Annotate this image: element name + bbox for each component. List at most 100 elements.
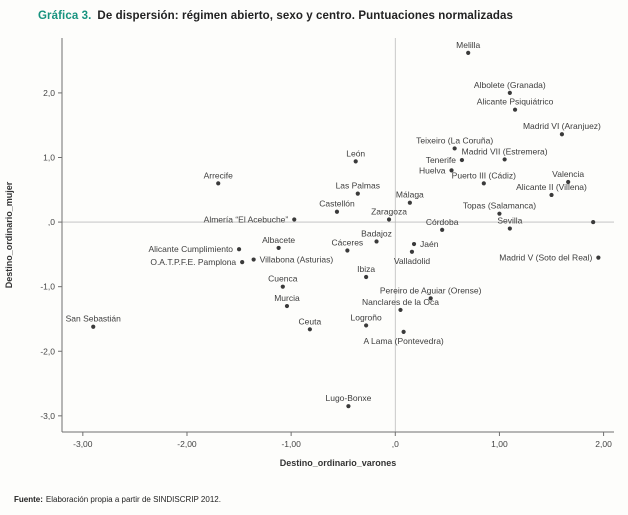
point-label: Ibiza bbox=[357, 264, 375, 274]
data-point bbox=[459, 157, 465, 163]
data-point bbox=[292, 217, 297, 222]
point-label: Valencia bbox=[552, 169, 584, 179]
y-axis-title: Destino_ordinario_mujer bbox=[4, 181, 14, 288]
point-label: Pereiro de Aguiar (Orense) bbox=[380, 285, 482, 295]
x-tick-label: -3,00 bbox=[73, 439, 93, 449]
data-point bbox=[364, 323, 369, 328]
scatter-plot-svg: -3,00 -2,00 -1,00 ,0 1,00 2,00 2,0 1,0 ,0 -1,0 -2,… bbox=[4, 38, 614, 468]
point-label: Zaragoza bbox=[371, 206, 407, 216]
data-point bbox=[276, 245, 281, 251]
point-label: Madrid V (Soto del Real) bbox=[499, 253, 592, 263]
point-label: Murcia bbox=[274, 293, 300, 303]
point-label: Alicante Cumplimiento bbox=[148, 244, 233, 254]
x-axis-title: Destino_ordinario_varones bbox=[280, 458, 397, 468]
point-label: Cuenca bbox=[268, 274, 298, 284]
point-label: Lugo-Bonxe bbox=[325, 393, 371, 403]
data-point bbox=[481, 181, 486, 186]
data-point bbox=[284, 303, 290, 309]
y-tick-label: 2,0 bbox=[43, 88, 55, 98]
data-point bbox=[452, 146, 457, 151]
chart-title-text: De dispersión: régimen abierto, sexo y c… bbox=[97, 10, 513, 22]
data-point bbox=[440, 227, 445, 232]
data-point bbox=[386, 217, 392, 222]
point-label: Sevilla bbox=[497, 216, 522, 226]
y-tick-label: -2,0 bbox=[40, 346, 55, 356]
x-tick-label: 1,00 bbox=[491, 439, 508, 449]
point-label: Albolete (Granada) bbox=[474, 80, 546, 90]
data-point bbox=[398, 307, 403, 313]
data-point bbox=[502, 157, 507, 162]
point-label: Melilla bbox=[456, 40, 480, 50]
point-label: Almería “El Acebuche” bbox=[204, 214, 289, 224]
data-point bbox=[512, 107, 518, 112]
data-point bbox=[559, 132, 565, 137]
point-label: Topas (Salamanca) bbox=[463, 201, 536, 211]
data-point bbox=[428, 296, 433, 301]
point-label: Huelva bbox=[419, 165, 446, 175]
y-tick-label: -1,0 bbox=[40, 282, 55, 292]
point-label: Ceuta bbox=[299, 316, 322, 326]
point-label: A Lama (Pontevedra) bbox=[363, 336, 443, 346]
data-point bbox=[507, 90, 512, 96]
data-point bbox=[240, 260, 245, 265]
point-label: Cáceres bbox=[332, 238, 364, 248]
point-label: Logroño bbox=[351, 312, 382, 322]
source-note-text: Elaboración propia a partir de SINDISCRI… bbox=[45, 495, 221, 504]
data-point bbox=[91, 324, 96, 329]
point-label: Málaga bbox=[396, 190, 424, 200]
data-point bbox=[596, 255, 601, 260]
chart-title: Gráfica 3. De dispersión: régimen abierto… bbox=[38, 10, 628, 22]
point-label: Arrecife bbox=[204, 170, 234, 180]
data-point bbox=[549, 192, 554, 198]
y-tick-label: -3,0 bbox=[40, 411, 55, 421]
y-tick-label: 1,0 bbox=[43, 152, 55, 162]
point-label: Albacete bbox=[262, 235, 295, 245]
data-point bbox=[280, 284, 285, 289]
point-label: Valladolid bbox=[394, 256, 431, 266]
data-point bbox=[374, 239, 379, 244]
point-label: Jaén bbox=[420, 239, 439, 249]
data-point bbox=[251, 257, 256, 262]
point-label: O.A.T.P.F.E. Pamplona bbox=[150, 257, 236, 267]
data-point bbox=[466, 50, 471, 55]
point-label: Badajoz bbox=[361, 228, 392, 238]
point-label: Alicante Psiquiátrico bbox=[477, 97, 554, 107]
point-label: Madrid VII (Estremera) bbox=[462, 146, 548, 156]
data-point bbox=[449, 168, 454, 173]
data-point bbox=[346, 404, 351, 409]
point-label: Teixeiro (La Coruña) bbox=[416, 135, 493, 145]
data-point bbox=[591, 219, 596, 225]
source-note-prefix: Fuente: bbox=[14, 495, 43, 504]
data-point bbox=[409, 249, 415, 254]
data-point bbox=[407, 200, 412, 205]
scatter-chart: -3,00 -2,00 -1,00 ,0 1,00 2,00 2,0 1,0 ,0 -1,0 -2,… bbox=[0, 24, 628, 481]
data-point bbox=[507, 226, 512, 231]
point-label: Villabona (Asturias) bbox=[260, 255, 334, 265]
point-label: Las Palmas bbox=[336, 181, 380, 191]
source-note: Fuente: Elaboración propia a partir de SI… bbox=[14, 495, 628, 504]
y-tick-label: ,0 bbox=[48, 217, 55, 227]
data-point bbox=[345, 248, 350, 253]
data-point bbox=[411, 241, 417, 247]
data-point bbox=[497, 211, 502, 216]
chart-title-prefix: Gráfica 3. bbox=[38, 10, 92, 22]
data-point bbox=[216, 181, 221, 186]
x-tick-label: -1,00 bbox=[281, 439, 301, 449]
point-label: San Sebastián bbox=[66, 314, 122, 324]
data-point bbox=[364, 274, 369, 280]
data-point bbox=[566, 179, 571, 185]
point-label: Puerto III (Cádiz) bbox=[452, 170, 516, 180]
data-point bbox=[307, 327, 312, 332]
point-label: Alicante II (Villena) bbox=[516, 182, 587, 192]
point-label: Castellón bbox=[319, 199, 355, 209]
x-tick-label: 2,00 bbox=[595, 439, 612, 449]
point-label: León bbox=[346, 148, 365, 158]
x-tick-label: ,0 bbox=[392, 439, 399, 449]
point-label: Madrid VI (Aranjuez) bbox=[523, 121, 601, 131]
point-label: Córdoba bbox=[426, 217, 459, 227]
point-label: Tenerife bbox=[426, 155, 457, 165]
data-point bbox=[355, 191, 360, 196]
data-point bbox=[353, 159, 358, 164]
point-label: Nanclares de la Oca bbox=[362, 297, 439, 307]
x-tick-label: -2,00 bbox=[177, 439, 197, 449]
